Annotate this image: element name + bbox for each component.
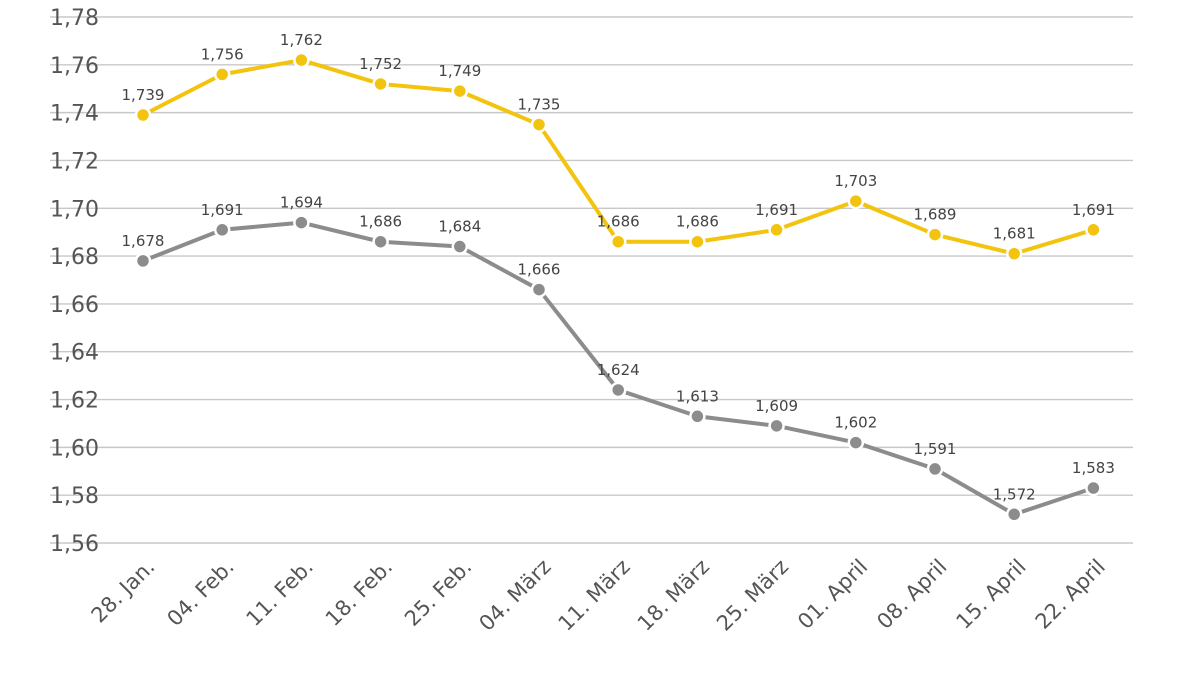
x-tick-label: 18. Feb. [321,555,397,631]
data-point [609,381,627,399]
data-label: 1,684 [438,218,481,236]
data-label: 1,756 [201,45,244,63]
y-tick-label: 1,62 [50,389,99,414]
data-label: 1,686 [676,213,719,231]
data-point [609,233,627,250]
x-tick-label: 01. April [793,555,872,634]
x-tick-label: 11. März [554,555,635,636]
data-label: 1,624 [597,361,640,379]
data-label: 1,583 [1072,459,1115,477]
data-label: 1,689 [914,206,957,224]
data-label: 1,749 [438,62,481,80]
y-tick-label: 1,56 [50,532,99,557]
y-tick-label: 1,70 [50,197,99,222]
y-tick-label: 1,60 [50,436,99,461]
x-tick-label: 25. Feb. [400,555,476,631]
data-point [1005,245,1023,262]
data-point [213,66,231,83]
data-label: 1,686 [359,213,402,231]
y-tick-label: 1,64 [50,341,99,366]
data-point [1085,221,1102,239]
data-point [451,82,469,100]
data-label: 1,739 [122,86,165,104]
y-axis-ticks: 1,56 1,58 1,60 1,62 1,64 1,66 1,68 1,70 1,72 1,74… [50,6,99,557]
data-label: 1,609 [755,397,798,415]
data-label: 1,666 [518,261,561,279]
y-tick-label: 1,72 [50,149,99,174]
data-point [293,214,310,231]
grid-lines [50,16,1133,544]
data-point [768,221,785,239]
data-label: 1,678 [122,232,165,250]
data-point [451,238,469,255]
data-label: 1,703 [834,172,877,190]
x-tick-label: 18. März [633,555,714,636]
x-tick-label: 15. April [951,555,1030,634]
series: 1,739 1,756 1,762 1,752 1,749 1,735 1,686 1,686… [122,31,1115,523]
x-tick-label: 04. Feb. [162,555,238,631]
x-tick-label: 08. April [872,555,951,634]
x-tick-label: 25. März [712,555,793,636]
y-tick-label: 1,78 [50,6,99,31]
data-point [530,116,548,133]
data-label: 1,602 [834,414,877,432]
x-tick-label: 28. Jan. [87,555,160,628]
data-point [689,408,706,425]
data-point [293,51,310,69]
y-tick-label: 1,58 [50,484,99,509]
x-axis-ticks: 28. Jan. 04. Feb. 11. Feb. 18. Feb. 25. Feb.… [87,555,1110,636]
data-point [372,75,389,93]
data-point [926,226,944,243]
data-point [926,460,944,478]
data-label: 1,762 [280,31,323,49]
y-tick-label: 1,66 [50,293,99,318]
data-label: 1,735 [518,96,561,114]
data-label: 1,613 [676,387,719,405]
y-tick-label: 1,74 [50,102,99,127]
data-point [372,233,389,250]
y-tick-label: 1,68 [50,245,99,270]
data-label: 1,691 [755,201,798,219]
series-yellow: 1,739 1,756 1,762 1,752 1,749 1,735 1,686 1,686… [122,31,1115,262]
data-point [847,192,865,210]
series-gray: 1,678 1,691 1,694 1,686 1,684 1,666 1,624 1,613… [122,194,1115,523]
data-label: 1,591 [914,440,957,458]
data-point [847,434,865,451]
x-tick-label: 11. Feb. [242,555,318,631]
data-point [530,281,548,298]
data-point [689,233,706,250]
data-point [134,106,152,124]
data-point [213,221,231,239]
data-label: 1,686 [597,213,640,231]
y-tick-label: 1,76 [50,54,99,79]
data-label: 1,694 [280,194,323,212]
data-point [1005,506,1023,523]
x-tick-label: 04. März [474,555,555,636]
data-label: 1,752 [359,55,402,73]
data-label: 1,681 [993,225,1036,243]
data-point [134,252,152,270]
data-label: 1,572 [993,485,1036,503]
data-point [1085,479,1102,497]
data-label: 1,691 [201,201,244,219]
x-tick-label: 22. April [1031,555,1110,634]
data-point [768,417,785,435]
data-label: 1,691 [1072,201,1115,219]
